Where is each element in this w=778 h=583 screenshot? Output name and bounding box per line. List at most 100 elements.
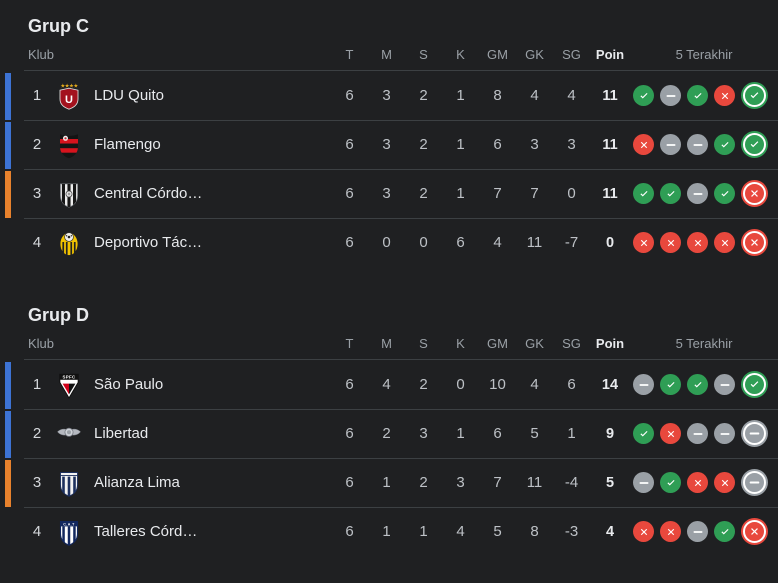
stat-t: 6 [345, 474, 354, 491]
points-value: 14 [601, 376, 619, 393]
form-win-check-icon [741, 82, 768, 109]
team-name: LDU Quito [94, 87, 165, 104]
stat-t: 6 [345, 425, 354, 442]
stat-k: 0 [456, 376, 465, 393]
stat-m: 1 [382, 474, 391, 491]
stat-m: 3 [382, 136, 391, 153]
form-draw-minus-icon [633, 374, 654, 395]
column-header-gk: GK [525, 336, 544, 351]
stat-m: 3 [382, 185, 391, 202]
form-history [633, 469, 778, 496]
qualification-indicator [5, 171, 11, 218]
form-win-check-icon [714, 521, 735, 542]
form-loss-x-icon [741, 229, 768, 256]
points-value: 0 [605, 234, 615, 251]
last5-column-header: 5 Terakhir [675, 47, 733, 62]
form-draw-minus-icon [660, 85, 681, 106]
rank-label: 1 [32, 376, 42, 393]
table-row[interactable]: 4 Talleres Córd… 6 1 1 4 5 8 -3 4 [0, 507, 778, 556]
stat-m: 3 [382, 87, 391, 104]
groups: Grup C Klub T M S K GM GK SG Poin 5 Terakhir 1 LDU Q… [0, 12, 778, 556]
stat-gm: 5 [493, 523, 502, 540]
table-row[interactable]: 2 Libertad 6 2 3 1 6 5 1 9 [0, 409, 778, 458]
stat-sg: 0 [567, 185, 576, 202]
form-win-check-icon [687, 374, 708, 395]
stat-gk: 8 [530, 523, 539, 540]
stat-gk: 4 [530, 376, 539, 393]
column-header-s: S [419, 336, 428, 351]
form-loss-x-icon [741, 518, 768, 545]
stat-s: 2 [419, 185, 428, 202]
stat-k: 1 [456, 136, 465, 153]
form-history [633, 420, 778, 447]
stat-gm: 7 [493, 474, 502, 491]
stat-k: 3 [456, 474, 465, 491]
rank-label: 3 [32, 185, 42, 202]
rank-label: 4 [32, 234, 42, 251]
form-draw-minus-icon [687, 134, 708, 155]
form-win-check-icon [741, 131, 768, 158]
table-row[interactable]: 1 São Paulo 6 4 2 0 10 4 6 14 [0, 360, 778, 409]
form-loss-x-icon [660, 232, 681, 253]
table-header-row: Klub T M S K GM GK SG Poin 5 Terakhir [0, 329, 778, 360]
form-win-check-icon [687, 85, 708, 106]
points-value: 11 [602, 87, 618, 104]
column-header-t: T [345, 336, 354, 351]
form-win-check-icon [714, 183, 735, 204]
table-row[interactable]: 3 Central Córdo… 6 3 2 1 7 7 0 11 [0, 169, 778, 218]
form-loss-x-icon [633, 232, 654, 253]
alianza-lima-crest-icon [50, 469, 82, 497]
stat-s: 2 [419, 474, 428, 491]
form-draw-minus-icon [687, 423, 708, 444]
column-header-t: T [345, 47, 354, 62]
form-win-check-icon [660, 183, 681, 204]
form-loss-x-icon [714, 472, 735, 493]
stat-m: 0 [382, 234, 391, 251]
stat-gm: 7 [493, 185, 502, 202]
form-history [633, 371, 778, 398]
points-value: 11 [602, 136, 618, 153]
stat-t: 6 [345, 523, 354, 540]
column-header-m: M [381, 47, 392, 62]
stat-k: 1 [456, 87, 465, 104]
stat-sg: -3 [564, 523, 579, 540]
qualification-indicator [5, 122, 11, 169]
stat-s: 0 [419, 234, 428, 251]
table-row[interactable]: 2 Flamengo 6 3 2 1 6 3 3 11 [0, 120, 778, 169]
stat-t: 6 [345, 87, 354, 104]
column-header-k: K [456, 336, 465, 351]
column-header-poin: Poin [595, 336, 625, 351]
stat-t: 6 [345, 136, 354, 153]
stat-gm: 8 [493, 87, 502, 104]
stat-sg: 3 [567, 136, 576, 153]
rank-label: 2 [32, 425, 42, 442]
qualification-indicator [5, 73, 11, 120]
table-row[interactable]: 4 Deportivo Tác… 6 0 0 6 4 11 -7 0 [0, 218, 778, 267]
stat-gm: 6 [493, 136, 502, 153]
qualification-indicator [5, 362, 11, 409]
column-header-m: M [381, 336, 392, 351]
stat-gm: 10 [489, 376, 506, 393]
form-loss-x-icon [714, 232, 735, 253]
form-loss-x-icon [633, 134, 654, 155]
form-draw-minus-icon [741, 469, 768, 496]
form-win-check-icon [714, 134, 735, 155]
rank-label: 1 [32, 87, 42, 104]
stat-s: 2 [419, 376, 428, 393]
stat-s: 3 [419, 425, 428, 442]
points-value: 9 [605, 425, 615, 442]
table-row[interactable]: 3 Alianza Lima 6 1 2 3 7 11 -4 5 [0, 458, 778, 507]
stat-gk: 5 [530, 425, 539, 442]
stat-k: 6 [456, 234, 465, 251]
stat-gk: 4 [530, 87, 539, 104]
group-section: Grup C Klub T M S K GM GK SG Poin 5 Terakhir 1 LDU Q… [0, 12, 778, 267]
central-cordoba-crest-icon [50, 180, 82, 208]
team-name: Central Córdo… [94, 185, 203, 202]
deportivo-tachira-crest-icon [50, 229, 82, 257]
ldu-quito-crest-icon [50, 82, 82, 110]
sao-paulo-crest-icon [50, 371, 82, 399]
stat-gk: 11 [526, 234, 543, 251]
qualification-indicator [5, 411, 11, 458]
form-draw-minus-icon [660, 134, 681, 155]
table-row[interactable]: 1 LDU Quito 6 3 2 1 8 4 4 11 [0, 71, 778, 120]
